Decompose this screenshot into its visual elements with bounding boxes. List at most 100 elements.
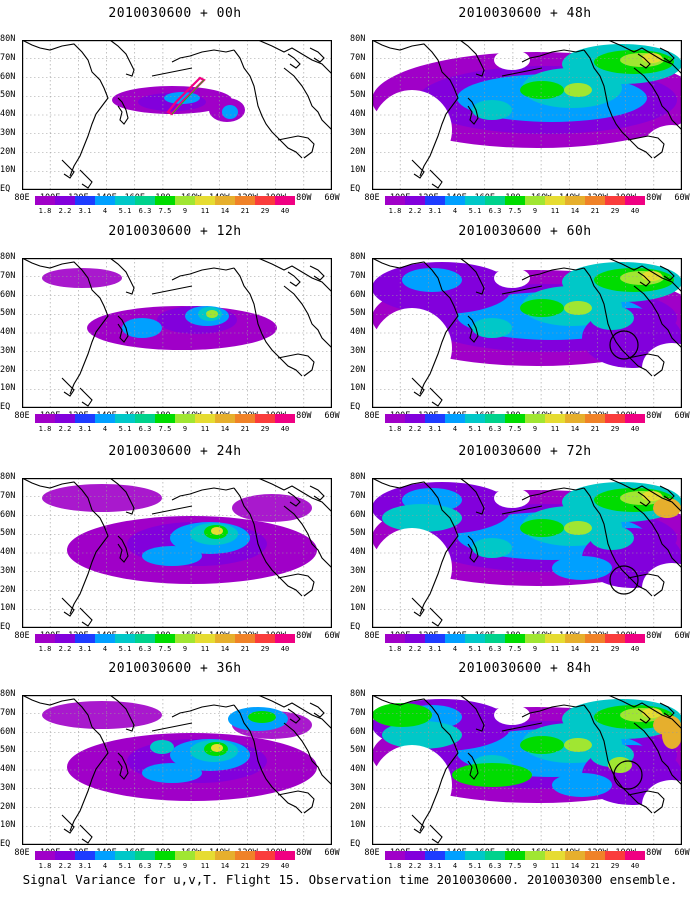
colorbar-swatch xyxy=(55,414,75,423)
colorbar-swatch xyxy=(445,634,465,643)
colorbar-tick-label: 6.3 xyxy=(488,862,502,870)
lat-label: 40N xyxy=(0,547,16,557)
variance-map: 80N70N60N50N40N30N20N10NEQ80E100E120E140… xyxy=(350,252,690,421)
colorbar-tick-label: 5.1 xyxy=(468,425,482,433)
colorbar-tick-label: 21 xyxy=(590,862,600,870)
variance-field xyxy=(372,482,682,613)
colorbar-swatch xyxy=(405,196,425,205)
lat-label: 40N xyxy=(350,547,366,557)
panel-title: 2010030600 + 12h xyxy=(108,224,242,239)
map-plot xyxy=(22,478,332,628)
colorbar-tick-label: 1.8 xyxy=(388,645,402,653)
lat-label: 20N xyxy=(0,801,16,812)
lat-label: 40N xyxy=(0,764,16,774)
lat-label: 70N xyxy=(0,490,16,501)
colorbar-swatch xyxy=(485,851,505,860)
colorbar-tick-label: 6.3 xyxy=(488,645,502,653)
colorbar-swatch xyxy=(115,851,135,860)
colorbar-tick-label: 7.5 xyxy=(158,862,172,870)
colorbar-tick-label: 2.2 xyxy=(408,862,422,870)
lat-label: 10N xyxy=(0,820,16,831)
map-plot xyxy=(22,258,332,408)
highlight-circle xyxy=(609,330,639,360)
colorbar-tick-label: 40 xyxy=(280,862,290,870)
colorbar-swatch xyxy=(385,634,405,643)
colorbar-tick-label: 7.5 xyxy=(158,207,172,215)
lon-label: 80W xyxy=(646,193,662,203)
lat-label: 40N xyxy=(350,764,366,774)
lat-label: 70N xyxy=(350,707,366,718)
colorbar-tick-label: 4 xyxy=(102,425,108,433)
colorbar-swatch xyxy=(525,196,545,205)
lat-label: EQ xyxy=(350,839,361,849)
lat-label: 20N xyxy=(350,584,366,595)
colorbar-swatch xyxy=(605,851,625,860)
map-plot xyxy=(372,478,682,628)
variance-map: 80N70N60N50N40N30N20N10NEQ80E100E120E140… xyxy=(0,34,340,203)
colorbar-swatch xyxy=(465,196,485,205)
variance-map: 80N70N60N50N40N30N20N10NEQ80E100E120E140… xyxy=(350,689,690,858)
colorbar-swatch xyxy=(35,634,55,643)
colorbar-swatch xyxy=(585,851,605,860)
colorbar-swatch xyxy=(175,196,195,205)
lat-label: 60N xyxy=(350,726,366,737)
lon-label: 60W xyxy=(324,193,340,203)
lon-label: 60W xyxy=(324,411,340,421)
lat-label: 80N xyxy=(350,472,366,482)
colorbar-tick-label: 29 xyxy=(260,207,270,215)
lat-label: 10N xyxy=(0,383,16,394)
graticule xyxy=(372,695,682,845)
colorbar-tick-label: 14 xyxy=(570,645,580,653)
colorbar-swatch xyxy=(55,196,75,205)
variance-field xyxy=(112,86,245,122)
map-panel-00h: 2010030600 + 00h 80N 70N 60N 50N 40N 30N 20N 10N… xyxy=(0,0,350,225)
lat-label: EQ xyxy=(0,839,11,849)
lon-label: 60W xyxy=(674,411,690,421)
coastlines xyxy=(22,258,332,407)
colorbar-tick-label: 7.5 xyxy=(508,425,522,433)
lat-label: 60N xyxy=(0,71,16,82)
colorbar-swatch xyxy=(485,414,505,423)
coastlines xyxy=(22,695,332,844)
colorbar-swatch xyxy=(565,414,585,423)
panel-title: 2010030600 + 72h xyxy=(458,444,592,459)
lat-label: 30N xyxy=(0,782,16,793)
colorbar-tick-label: 2.2 xyxy=(408,645,422,653)
graticule xyxy=(372,478,682,628)
variance-map: 80N70N60N50N40N30N20N10NEQ80E100E120E140… xyxy=(0,252,340,421)
variance-map: 80N70N60N50N40N30N20N10NEQ80E100E120E140… xyxy=(0,472,340,641)
colorbar-tick-label: 2.2 xyxy=(58,425,72,433)
colorbar-swatch xyxy=(255,851,275,860)
colorbar-tick-label: 2.2 xyxy=(58,207,72,215)
colorbar-swatch xyxy=(195,196,215,205)
colorbar-swatch xyxy=(75,414,95,423)
lat-label: 10N xyxy=(350,383,366,394)
colorbar-tick-label: 1.8 xyxy=(38,645,52,653)
lat-label: EQ xyxy=(0,184,11,194)
lat-label: EQ xyxy=(0,622,11,632)
coastlines xyxy=(22,40,332,189)
colorbar-tick-label: 14 xyxy=(220,425,230,433)
colorbar-tick-label: 2.2 xyxy=(408,425,422,433)
lon-label: 80W xyxy=(646,848,662,858)
colorbar-tick-label: 11 xyxy=(550,862,560,870)
colorbar-tick-label: 9 xyxy=(532,425,538,433)
colorbar-swatch xyxy=(405,851,425,860)
colorbar-swatch xyxy=(195,414,215,423)
colorbar-tick-label: 6.3 xyxy=(138,207,152,215)
colorbar-swatch xyxy=(35,414,55,423)
lat-label: 60N xyxy=(350,289,366,300)
colorbar-tick-label: 4 xyxy=(102,207,108,215)
colorbar-swatch xyxy=(135,634,155,643)
lat-label: EQ xyxy=(350,622,361,632)
variance-field xyxy=(42,484,317,584)
colorbar-swatch xyxy=(625,851,645,860)
lon-label: 80E xyxy=(14,193,30,203)
lat-label: 50N xyxy=(0,90,16,101)
lon-label: 60W xyxy=(674,848,690,858)
lat-label: 40N xyxy=(0,327,16,337)
colorbar-swatch xyxy=(565,196,585,205)
coastlines xyxy=(372,695,682,844)
lon-label: 80E xyxy=(364,631,380,641)
lon-label: 60W xyxy=(324,848,340,858)
